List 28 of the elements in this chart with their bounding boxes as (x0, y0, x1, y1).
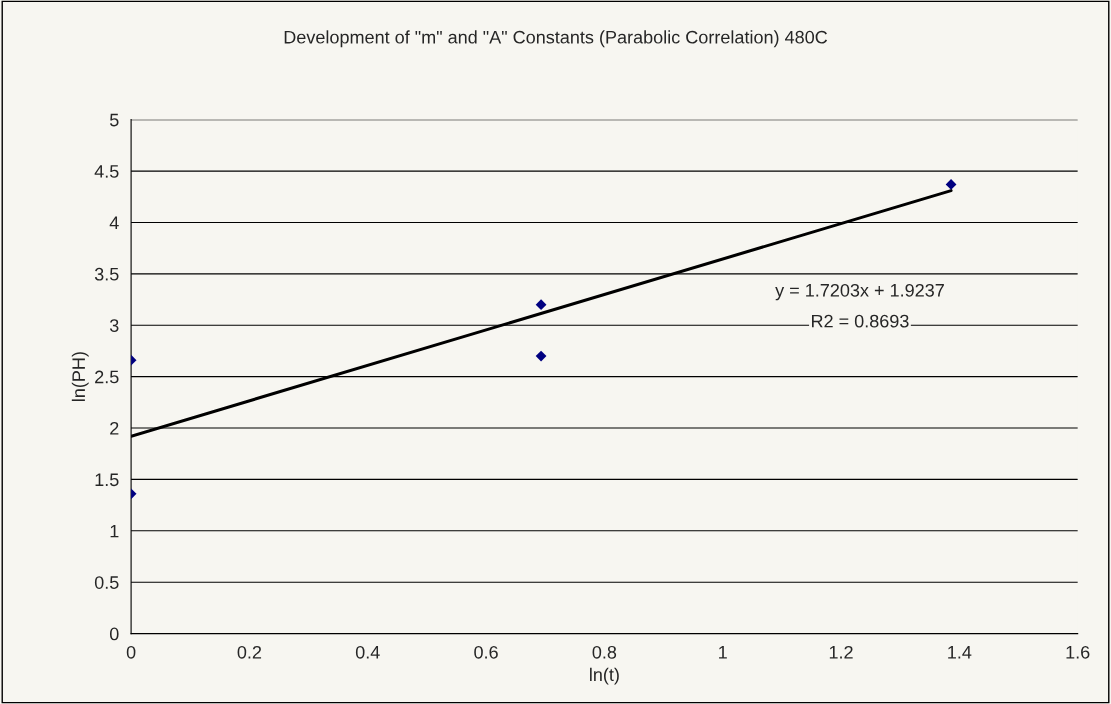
y-tick-label: 2.5 (95, 370, 119, 384)
x-tick-label: 1.4 (948, 646, 972, 659)
annotation: R2 = 0.8693 (812, 314, 909, 328)
y-tick-label: 1.5 (95, 473, 119, 487)
x-tick-label: 1 (719, 646, 727, 659)
point (945, 179, 957, 190)
y-axis-title: ln(PH) (71, 352, 89, 401)
x-tick-label: 0.6 (474, 645, 498, 659)
x-axis-title: ln(t) (590, 667, 619, 685)
y-tick-label: 0 (109, 627, 119, 641)
y-tick-label: 4 (109, 216, 119, 230)
y-tick-label: 4.5 (94, 165, 119, 178)
x-tick-label: 0.4 (355, 645, 380, 659)
x-tick-label: 0.2 (237, 645, 262, 659)
x-tick-label: 0.8 (592, 645, 617, 659)
y-tick-label: 0.5 (94, 576, 119, 589)
y-tick-label: 1 (110, 524, 119, 538)
x-tick-label: 1.2 (829, 645, 853, 659)
point (535, 299, 547, 311)
y-tick-label: 5 (109, 113, 119, 127)
point (535, 350, 547, 362)
chart-title: Development of "m" and "A" Constants (Parabolic Correlation) 480C (284, 30, 828, 48)
x-tick-label: 0 (126, 645, 136, 659)
y-tick-label: 3.5 (94, 267, 119, 281)
y-tick-label: 2 (110, 421, 119, 435)
annotation: y = 1.7203x + 1.9237 (775, 283, 944, 301)
x-tick-label: 1.6 (1066, 645, 1090, 659)
y-tick-label: 3 (109, 319, 119, 332)
